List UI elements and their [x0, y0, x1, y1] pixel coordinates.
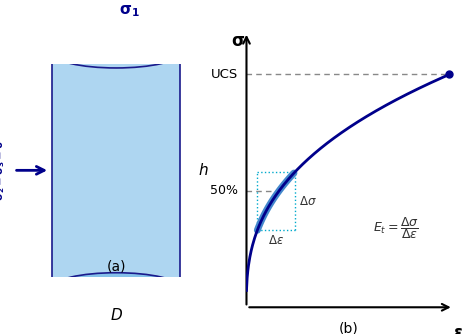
Text: $\bf{\sigma}$: $\bf{\sigma}$: [231, 32, 245, 50]
Ellipse shape: [52, 273, 180, 303]
Text: $\bf{\sigma_1}$: $\bf{\sigma_1}$: [119, 3, 140, 19]
Text: $E_t = \dfrac{\Delta\sigma}{\Delta\varepsilon}$: $E_t = \dfrac{\Delta\sigma}{\Delta\varep…: [373, 215, 419, 241]
Text: $\bf{\varepsilon}$: $\bf{\varepsilon}$: [453, 324, 463, 334]
Text: (a): (a): [106, 260, 126, 274]
Text: $\Delta\sigma$: $\Delta\sigma$: [299, 195, 317, 208]
Polygon shape: [52, 53, 180, 288]
Text: $\bf{\sigma_2=\sigma_3=0}$: $\bf{\sigma_2=\sigma_3=0}$: [0, 140, 7, 201]
Text: (b): (b): [339, 322, 359, 334]
Text: $h$: $h$: [198, 162, 209, 178]
Text: $D$: $D$: [109, 307, 123, 323]
Text: $\Delta\varepsilon$: $\Delta\varepsilon$: [268, 234, 284, 247]
Text: 50%: 50%: [210, 184, 238, 197]
Text: UCS: UCS: [210, 68, 238, 81]
Ellipse shape: [52, 38, 180, 68]
